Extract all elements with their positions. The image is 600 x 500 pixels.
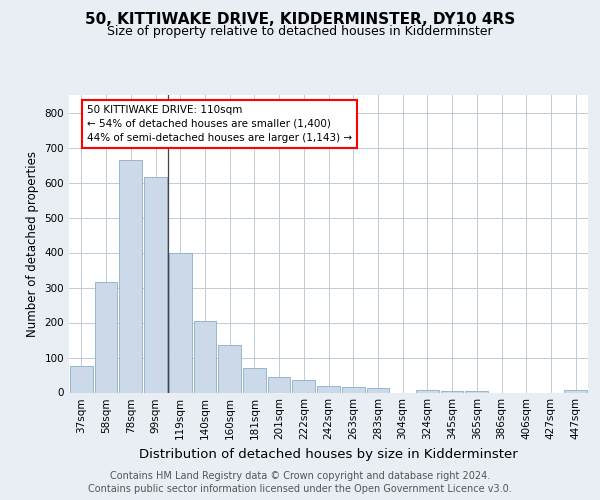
Bar (243, 368, 266, 392)
Bar (144, 178, 167, 392)
Text: 50 KITTIWAKE DRIVE: 110sqm
← 54% of detached houses are smaller (1,400)
44% of s: 50 KITTIWAKE DRIVE: 110sqm ← 54% of deta… (87, 105, 352, 143)
Bar (218, 345, 241, 393)
Text: Contains HM Land Registry data © Crown copyright and database right 2024.
Contai: Contains HM Land Registry data © Crown c… (88, 471, 512, 494)
Y-axis label: Number of detached properties: Number of detached properties (26, 151, 39, 337)
Text: 50, KITTIWAKE DRIVE, KIDDERMINSTER, DY10 4RS: 50, KITTIWAKE DRIVE, KIDDERMINSTER, DY10… (85, 12, 515, 28)
Bar (268, 377, 290, 392)
Bar (367, 388, 389, 392)
Bar (292, 380, 315, 392)
Bar (317, 386, 340, 392)
Bar (119, 160, 142, 392)
Bar (194, 322, 216, 392)
Bar (441, 391, 463, 392)
X-axis label: Distribution of detached houses by size in Kidderminster: Distribution of detached houses by size … (139, 448, 518, 461)
Bar (416, 390, 439, 392)
Bar (70, 366, 93, 392)
Bar (342, 387, 365, 392)
Bar (466, 391, 488, 392)
Text: Size of property relative to detached houses in Kidderminster: Size of property relative to detached ho… (107, 25, 493, 38)
Bar (95, 282, 118, 393)
Bar (564, 390, 587, 392)
Bar (169, 252, 191, 392)
